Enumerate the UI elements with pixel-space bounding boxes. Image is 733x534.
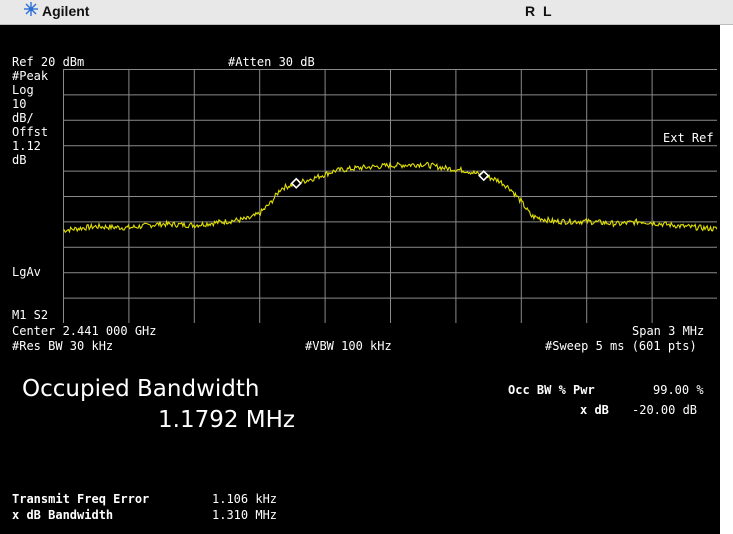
tx-freq-error-label: Transmit Freq Error xyxy=(12,492,150,506)
occ-pwr-label: Occ BW % Pwr xyxy=(508,383,595,397)
center-frequency: Center 2.441 000 GHz xyxy=(12,324,157,338)
scale-label: Offst xyxy=(12,125,49,139)
span: Span 3 MHz xyxy=(632,324,705,338)
title-bar: Agilent R L xyxy=(0,0,733,25)
scale-label: 1.12 xyxy=(12,139,41,153)
xdb-label: x dB xyxy=(580,403,609,417)
bandwidth-marker xyxy=(290,177,302,189)
occ-pwr-value: 99.00 % xyxy=(653,383,704,397)
res-bw: #Res BW 30 kHz xyxy=(12,339,114,353)
ext-ref-indicator: Ext Ref xyxy=(663,131,714,145)
vbw: #VBW 100 kHz xyxy=(305,339,392,353)
spectrum-trace xyxy=(63,161,717,234)
spectrum-graticule xyxy=(63,69,717,323)
bandwidth-marker xyxy=(478,170,490,182)
ref-level: Ref 20 dBm xyxy=(12,55,85,69)
scale-labels: #Peak Log 10 dB/ Offst 1.12 dB xyxy=(12,69,48,167)
graticule-grid xyxy=(63,69,717,323)
occupied-bandwidth-value: 1.1792 MHz xyxy=(158,407,296,433)
scale-label: dB/ xyxy=(12,111,34,125)
occupied-bandwidth-title: Occupied Bandwidth xyxy=(22,376,260,402)
marker-layer xyxy=(290,170,490,189)
scale-label: 10 xyxy=(12,97,27,111)
brand-label: Agilent xyxy=(42,3,90,19)
sweep: #Sweep 5 ms (601 pts) xyxy=(545,339,697,353)
remote-local-indicator: R L xyxy=(525,3,554,19)
xdb-bandwidth-value: 1.310 MHz xyxy=(212,508,278,522)
marker-state-label: M1 S2 xyxy=(12,308,49,322)
tx-freq-error-value: 1.106 kHz xyxy=(212,492,278,506)
starburst-logo-icon xyxy=(24,2,38,16)
scale-label: dB xyxy=(12,153,27,167)
attenuation: #Atten 30 dB xyxy=(228,55,315,69)
xdb-value: -20.00 dB xyxy=(632,403,698,417)
scale-label: #Peak xyxy=(12,69,49,83)
lgav-label: LgAv xyxy=(12,265,41,279)
xdb-bandwidth-label: x dB Bandwidth xyxy=(12,508,114,522)
scale-label: Log xyxy=(12,83,34,97)
